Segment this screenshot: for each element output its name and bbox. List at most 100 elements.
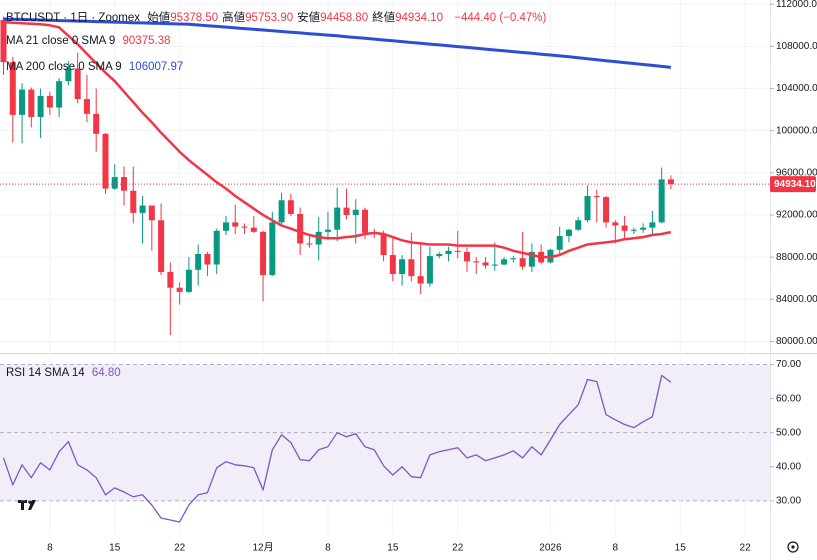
candle-body [464,251,470,262]
candle-body [167,271,174,288]
x-tick-label: 2026 [539,543,562,554]
field-value: 94934.10 [395,12,444,24]
field-label: 終値 [372,12,396,24]
candle-body [278,200,285,223]
legend-value: 90375.38 [122,35,171,47]
x-tick-label: 22 [452,543,464,554]
y-tick-label: 80000.00 [776,336,817,347]
legend-value: 106007.97 [128,61,184,73]
candle-body [0,20,7,63]
field-value: 95378.50 [170,12,219,24]
candle-body [473,261,480,263]
y-tick-label: 108000.00 [776,41,817,52]
y-tick-label: 50.00 [776,427,801,438]
candle-body [148,205,155,221]
candle-body [454,250,461,252]
candle-body [65,68,72,82]
candle-body [445,250,452,254]
symbol: BTCUSDT · 1日 · Zoomex [6,12,140,24]
candle-body [649,222,656,228]
y-tick-label: 104000.00 [776,83,817,94]
x-tick-label: 22 [174,543,186,554]
candle-body [436,253,443,257]
candle-body [185,269,192,292]
line [3,17,672,69]
candle-body [501,259,508,265]
candle-body [343,207,350,215]
candle-body [658,179,665,223]
legend-rsi: RSI 14 SMA 14 64.80 [6,367,125,379]
candle-body [667,179,674,185]
candle-body [83,99,90,114]
y-tick-label: 40.00 [776,461,801,472]
candle-body [56,81,63,108]
y-tick-label: 70.00 [776,359,801,370]
candle-body [389,255,396,275]
candle-body [324,229,331,232]
candle-body [297,213,304,244]
candle-body [362,209,369,233]
change: −444.40 (−0.47%) [454,12,547,24]
candle-body [260,231,267,276]
field-value: 95753.90 [245,12,294,24]
legend-ma21: MA 21 close 0 SMA 9 90375.38 [6,35,174,47]
candle-body [528,251,535,267]
candle-body [352,209,359,215]
candle-body [176,287,183,292]
candle-body [584,196,591,221]
y-tick-label: 88000.00 [776,252,817,263]
candle-body [426,256,433,284]
candle-body [399,259,406,275]
candle-body [603,197,610,223]
candle-body [612,222,619,226]
y-tick-label: 84000.00 [776,294,817,305]
y-tick-label: 112000.00 [776,0,817,10]
candle-body [640,227,647,230]
candle-body [204,253,211,265]
candle-body [630,229,637,231]
x-tick-label: 12月 [252,542,273,554]
candle-body [93,113,100,134]
settings-icon[interactable] [787,541,799,553]
y-tick-label: 96000.00 [776,167,817,178]
candle-body [74,68,81,100]
field-label: 高値 [222,12,246,24]
candle-body [287,200,294,214]
candle-body [408,259,415,277]
x-tick-label: 15 [675,543,687,554]
candle-body [417,276,424,284]
candle-body [37,95,44,117]
field-label: 安値 [297,12,321,24]
candle-body [565,229,572,237]
candle-body [510,258,517,260]
y-tick-label: 60.00 [776,393,801,404]
x-tick-label: 8 [325,543,331,554]
field-label: 始値 [147,12,171,24]
legend-ma200: MA 200 close 0 SMA 9 106007.97 [6,61,187,73]
candle-body [575,220,582,230]
y-tick-label: 100000.00 [776,125,817,136]
candle-body [158,220,165,272]
field-value: 94458.80 [320,12,369,24]
legend-value: 64.80 [91,367,121,379]
candle-body [380,233,387,256]
candle-body [102,133,109,189]
candle-body [269,222,276,276]
last-price-label: 94934.10 [774,179,816,190]
candle-body [19,89,26,115]
x-tick-label: 22 [740,543,752,554]
candle-body [195,253,202,270]
candle-body [9,62,16,115]
y-tick-label: 92000.00 [776,210,817,221]
x-tick-label: 8 [613,543,619,554]
legend-name: MA 200 close 0 SMA 9 [6,61,122,73]
legend-name: RSI 14 SMA 14 [6,367,85,379]
line [2,374,672,523]
ohlc-fields: 始値95378.50 高値95753.90 安値94458.80 終値94934.10 [147,12,447,24]
candle-body [46,95,53,108]
candle-body [28,89,35,117]
candle-body [222,222,229,231]
candle-body [130,190,137,213]
